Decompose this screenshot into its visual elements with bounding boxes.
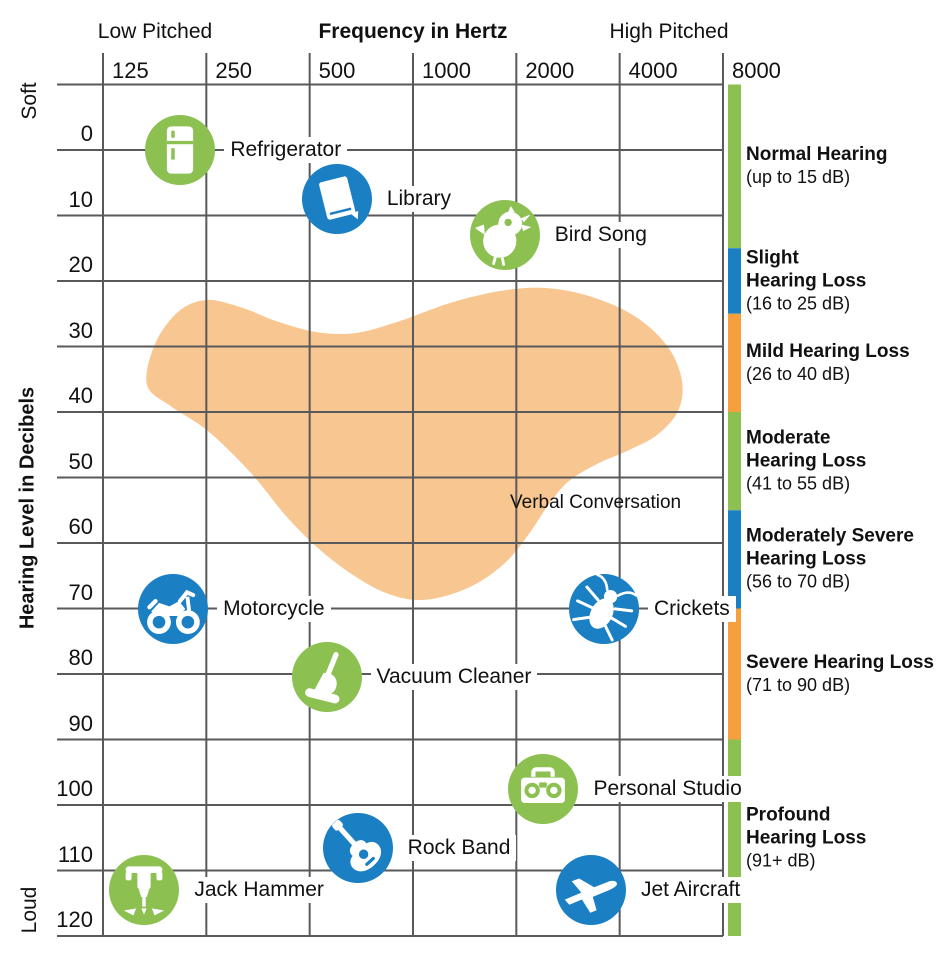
jackhammer-icon — [109, 855, 180, 926]
y-tick-label: 20 — [68, 252, 93, 277]
level-bar-segment-mild-hearing-loss — [728, 313, 741, 412]
sound-label: Crickets — [647, 595, 736, 622]
sound-label: Bird Song — [548, 222, 653, 249]
legend-category-name: Profound — [746, 804, 831, 826]
legend-category-range: (41 to 55 dB) — [746, 473, 851, 494]
legend-category-name: Normal Hearing — [746, 144, 888, 166]
legend-category-name: Moderately Severe — [746, 525, 914, 547]
sound-item-jet-aircraft: Jet Aircraft — [555, 855, 747, 926]
sound-label: Refrigerator — [224, 137, 348, 163]
level-bar-segment-moderately-severe-hearing-loss — [728, 510, 741, 609]
sound-item-motorcycle: Motorcycle — [138, 573, 331, 644]
level-bar-segment-normal-hearing — [728, 84, 741, 249]
legend-category-range: (up to 15 dB) — [746, 167, 851, 188]
y-axis-caption-soft: Soft — [18, 82, 41, 120]
y-tick-label: 40 — [68, 383, 93, 408]
x-axis-title: Frequency in Hertz — [318, 20, 508, 43]
legend-item-severe-hearing-loss: Severe Hearing Loss (71 to 90 dB) — [746, 651, 934, 697]
sound-item-vacuum-cleaner: Vacuum Cleaner — [291, 642, 538, 713]
y-tick-label: 80 — [68, 645, 93, 670]
legend-category-name: Slight — [746, 247, 799, 269]
speech-region-label: Verbal Conversation — [510, 492, 682, 513]
y-tick-label: 0 — [80, 121, 93, 146]
legend-category-range: (16 to 25 dB) — [746, 293, 851, 314]
legend-item-normal-hearing: Normal Hearing (up to 15 dB) — [746, 143, 887, 189]
sound-item-bird-song: Bird Song — [469, 200, 653, 271]
x-tick-label: 500 — [318, 58, 356, 83]
sound-item-crickets: Crickets — [568, 573, 736, 644]
y-tick-label: 70 — [68, 579, 93, 605]
x-tick-label: 125 — [112, 58, 149, 83]
level-bar-segment-moderate-hearing-loss — [728, 412, 741, 511]
legend-category-name: Hearing Loss — [746, 548, 867, 570]
legend-category-range: (26 to 40 dB) — [746, 363, 851, 384]
legend-item-moderate-hearing-loss: Moderate Hearing Loss (41 to 55 dB) — [746, 427, 866, 496]
sound-item-jack-hammer: Jack Hammer — [109, 855, 330, 926]
y-tick-label: 120 — [56, 907, 93, 932]
x-tick-label: 1000 — [421, 58, 471, 83]
sound-item-personal-studio: Personal Studio — [508, 753, 748, 824]
book-icon — [301, 164, 372, 235]
y-tick-label: 30 — [68, 317, 93, 343]
sound-item-rock-band: Rock Band — [322, 812, 517, 883]
y-axis-caption-loud: Loud — [18, 886, 41, 934]
level-bar-segment-slight-hearing-loss — [728, 248, 741, 314]
sound-label: Motorcycle — [217, 595, 331, 622]
legend-category-range: (56 to 70 dB) — [746, 571, 851, 592]
sound-label: Personal Studio — [587, 775, 748, 802]
sound-label: Vacuum Cleaner — [370, 664, 538, 691]
vacuum-icon — [291, 642, 362, 713]
y-tick-label: 60 — [68, 514, 93, 539]
cricket-icon — [568, 573, 639, 644]
y-axis-title: Hearing Level in Decibels — [16, 386, 39, 630]
legend-category-name: Hearing Loss — [746, 270, 867, 292]
legend-category-name: Mild Hearing Loss — [746, 340, 910, 362]
bird-icon — [469, 200, 540, 271]
sound-label: Rock Band — [401, 834, 517, 861]
legend-item-moderately-severe-hearing-loss: Moderately Severe Hearing Loss (56 to 70 d… — [746, 525, 914, 594]
legend-category-range: (91+ dB) — [746, 850, 816, 871]
level-bar-segment-severe-hearing-loss — [728, 608, 741, 740]
x-axis-caption-high: High Pitched — [609, 20, 729, 43]
legend-item-mild-hearing-loss: Mild Hearing Loss (26 to 40 dB) — [746, 340, 910, 386]
y-tick-label: 100 — [56, 776, 93, 801]
x-tick-label: 2000 — [525, 58, 575, 83]
legend-category-name: Hearing Loss — [746, 827, 867, 849]
refrigerator-icon — [145, 115, 216, 185]
legend-item-slight-hearing-loss: Slight Hearing Loss (16 to 25 dB) — [746, 247, 866, 316]
sound-label: Jet Aircraft — [634, 877, 747, 904]
level-bar-segment-profound-hearing-loss — [728, 739, 741, 936]
sound-label: Library — [380, 186, 458, 213]
x-tick-label: 250 — [215, 58, 253, 83]
legend-item-profound-hearing-loss: Profound Hearing Loss (91+ dB) — [746, 803, 866, 872]
guitar-icon — [322, 812, 393, 883]
x-tick-label: 8000 — [731, 58, 781, 83]
sound-item-refrigerator: Refrigerator — [145, 115, 348, 185]
sound-label: Jack Hammer — [188, 877, 330, 904]
y-tick-label: 110 — [57, 841, 93, 867]
legend-category-name: Hearing Loss — [746, 450, 867, 472]
plane-icon — [555, 855, 626, 926]
y-tick-label: 90 — [68, 710, 93, 736]
speech-banana-region — [146, 287, 683, 601]
legend-category-range: (71 to 90 dB) — [746, 675, 851, 695]
legend-category-name: Moderate — [746, 427, 831, 449]
x-tick-label: 4000 — [628, 58, 678, 83]
x-axis-caption-low: Low Pitched — [97, 20, 213, 43]
y-tick-label: 10 — [68, 186, 93, 212]
y-tick-label: 50 — [68, 448, 93, 474]
motorcycle-icon — [138, 573, 209, 644]
legend-category-name: Severe Hearing Loss — [746, 652, 934, 673]
sound-item-library: Library — [301, 164, 458, 235]
boombox-icon — [508, 753, 579, 824]
